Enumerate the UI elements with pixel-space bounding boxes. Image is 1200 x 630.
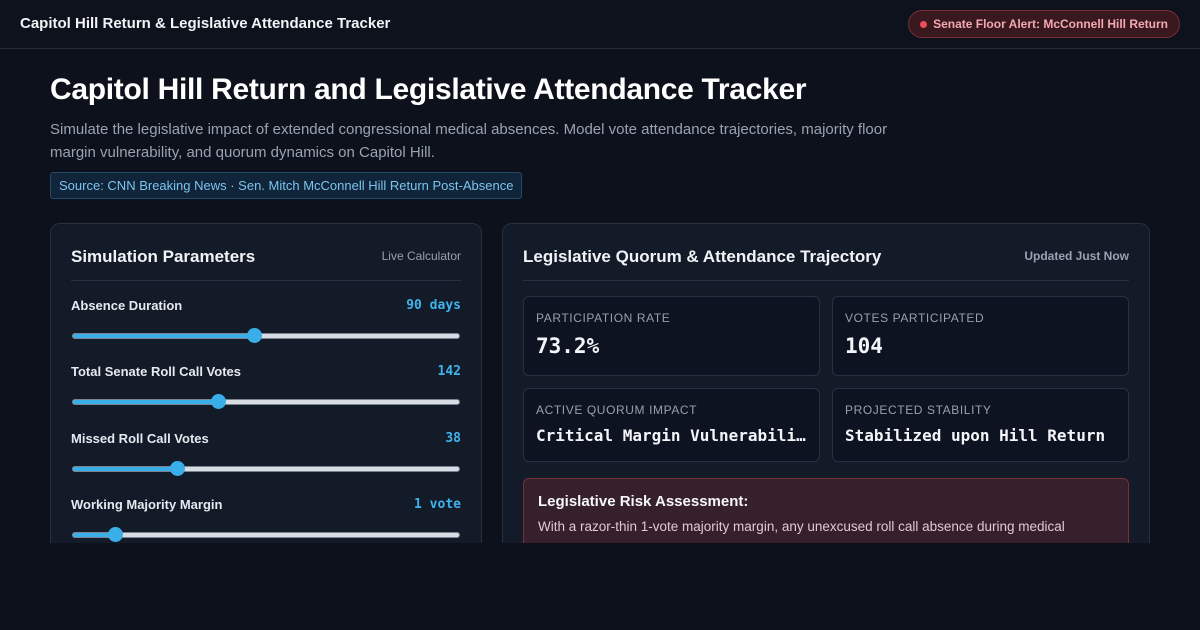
slider-fill [73, 467, 178, 471]
source-tag[interactable]: Source: CNN Breaking News · Sen. Mitch M… [50, 172, 523, 199]
slider-thumb[interactable] [170, 461, 186, 476]
panel-title: Simulation Parameters [71, 247, 256, 266]
app-title: Capitol Hill Return & Legislative Attend… [20, 15, 391, 32]
panel-header: Simulation Parameters Live Calculator [71, 224, 461, 281]
stat-value: 104 [845, 334, 883, 358]
param-value: 1 vote [414, 497, 461, 512]
param-total-roll-call-votes: Total Senate Roll Call Votes 142 [71, 364, 461, 424]
alert-dot-icon [920, 21, 928, 28]
slider-fill [73, 533, 116, 537]
viewport-cutoff [0, 543, 1200, 630]
absence-duration-slider[interactable] [72, 328, 460, 343]
param-label: Total Senate Roll Call Votes [71, 364, 241, 379]
slider-thumb[interactable] [210, 394, 226, 409]
param-working-majority-margin: Working Majority Margin 1 vote [71, 497, 461, 557]
simulation-parameters-panel: Simulation Parameters Live Calculator Ab… [50, 223, 482, 563]
slider-fill [73, 334, 255, 338]
quorum-trajectory-panel: Legislative Quorum & Attendance Trajecto… [502, 223, 1150, 578]
page-description: Simulate the legislative impact of exten… [50, 121, 888, 161]
stat-projected-stability: PROJECTED STABILITY Stabilized upon Hill… [832, 388, 1129, 462]
slider-thumb[interactable] [108, 527, 124, 542]
total-roll-call-votes-slider[interactable] [72, 394, 460, 409]
stat-label: ACTIVE QUORUM IMPACT [536, 403, 698, 417]
param-value: 90 days [406, 298, 461, 313]
stat-label: PARTICIPATION RATE [536, 311, 671, 325]
updated-label: Updated Just Now [1024, 249, 1129, 263]
senate-alert-badge[interactable]: Senate Floor Alert: McConnell Hill Retur… [908, 10, 1180, 38]
param-label: Working Majority Margin [71, 497, 223, 512]
stat-participation-rate: PARTICIPATION RATE 73.2% [523, 296, 820, 376]
top-bar: Capitol Hill Return & Legislative Attend… [0, 0, 1200, 49]
stat-active-quorum-impact: ACTIVE QUORUM IMPACT Critical Margin Vul… [523, 388, 820, 462]
slider-fill [73, 400, 218, 404]
slider-thumb[interactable] [247, 328, 263, 343]
stat-value: Stabilized upon Hill Return [845, 426, 1106, 445]
stat-votes-participated: VOTES PARTICIPATED 104 [832, 296, 1129, 376]
param-value: 142 [437, 364, 461, 379]
param-label: Missed Roll Call Votes [71, 431, 209, 446]
stat-label: PROJECTED STABILITY [845, 403, 992, 417]
risk-title: Legislative Risk Assessment: [538, 493, 749, 510]
param-missed-roll-call-votes: Missed Roll Call Votes 38 [71, 431, 461, 491]
param-label: Absence Duration [71, 298, 183, 313]
panel-header: Legislative Quorum & Attendance Trajecto… [523, 224, 1129, 281]
param-value: 38 [445, 431, 461, 446]
stat-value: Critical Margin Vulnerability [536, 426, 808, 445]
panel-title: Legislative Quorum & Attendance Trajecto… [523, 247, 882, 266]
stat-label: VOTES PARTICIPATED [845, 311, 985, 325]
stat-value: 73.2% [536, 334, 600, 358]
live-calculator-label: Live Calculator [381, 249, 461, 263]
param-absence-duration: Absence Duration 90 days [71, 298, 461, 358]
working-majority-margin-slider[interactable] [72, 527, 460, 542]
alert-badge-label: Senate Floor Alert: McConnell Hill Retur… [933, 17, 1168, 31]
missed-roll-call-votes-slider[interactable] [72, 461, 460, 476]
page-title: Capitol Hill Return and Legislative Atte… [50, 73, 807, 106]
